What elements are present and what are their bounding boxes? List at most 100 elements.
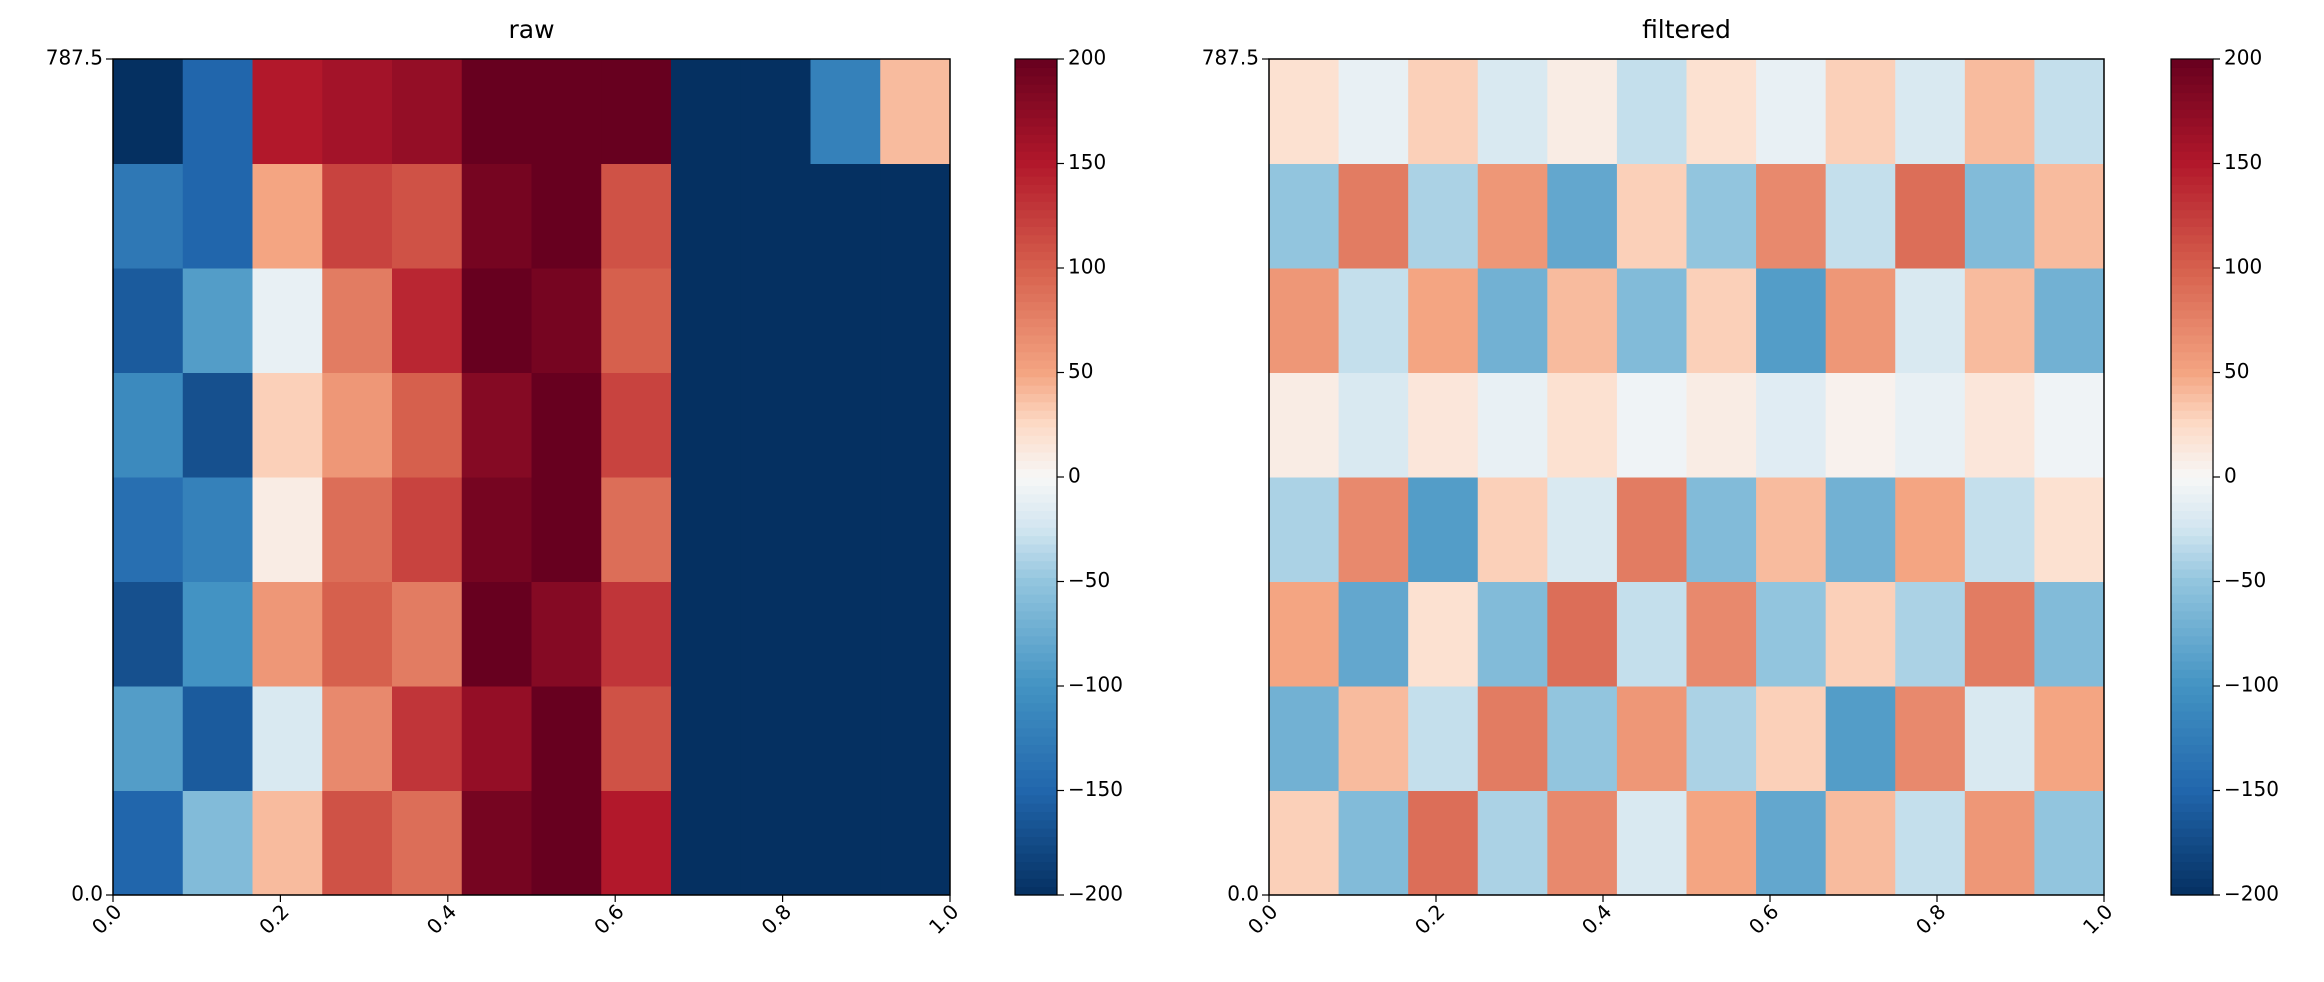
heatmap-cell bbox=[1895, 372, 1966, 478]
colorbar-segment bbox=[2171, 376, 2213, 386]
heatmap-cell bbox=[1547, 790, 1618, 896]
heatmap-cell bbox=[531, 163, 602, 269]
colorbar-segment bbox=[2171, 861, 2213, 871]
heatmap-cell bbox=[1686, 268, 1757, 373]
colorbar-segment bbox=[1015, 410, 1057, 420]
heatmap-cell bbox=[740, 581, 811, 687]
colorbar-segment bbox=[2171, 268, 2213, 277]
heatmap-cell bbox=[2034, 372, 2105, 478]
colorbar-segment bbox=[2171, 426, 2213, 436]
heatmap-cell bbox=[1547, 581, 1618, 687]
heatmap-cell bbox=[1756, 790, 1827, 896]
heatmap-cell bbox=[1686, 686, 1757, 791]
colorbar-segment bbox=[2171, 869, 2213, 879]
heatmap-cell bbox=[1408, 790, 1479, 896]
colorbar-segment bbox=[2171, 518, 2213, 528]
colorbar-segment bbox=[2171, 878, 2213, 888]
colorbar-segment bbox=[2171, 92, 2213, 102]
colorbar-segment bbox=[2171, 727, 2213, 737]
heatmap-cell bbox=[740, 790, 811, 896]
heatmap-cell bbox=[1756, 163, 1827, 269]
heatmap-cell bbox=[1269, 163, 1340, 269]
colorbar-segment bbox=[2171, 451, 2213, 461]
heatmap-cell bbox=[1269, 581, 1340, 687]
heatmap-cell bbox=[322, 59, 393, 164]
colorbar-segment bbox=[1015, 268, 1057, 277]
colorbar-segment bbox=[2171, 435, 2213, 445]
chart-title: raw bbox=[508, 15, 554, 44]
colorbar-segment bbox=[2171, 585, 2213, 595]
heatmap-cell bbox=[1825, 268, 1896, 373]
colorbar-segment bbox=[1015, 594, 1057, 603]
colorbar-segment bbox=[1015, 460, 1057, 470]
colorbar-segment bbox=[1015, 543, 1057, 553]
x-tick-label: 0.8 bbox=[1911, 899, 1950, 938]
colorbar-segment bbox=[1015, 652, 1057, 662]
colorbar-segment bbox=[2171, 635, 2213, 645]
heatmap-cell bbox=[1408, 59, 1479, 164]
colorbar-segment bbox=[1015, 869, 1057, 879]
colorbar-segment bbox=[2171, 176, 2213, 185]
colorbar-segment bbox=[1015, 359, 1057, 369]
colorbar-segment bbox=[2171, 443, 2213, 453]
colorbar-tick-label: −100 bbox=[1068, 673, 1123, 697]
colorbar-segment bbox=[2171, 293, 2213, 303]
heatmap-cell bbox=[1477, 477, 1548, 582]
colorbar-segment bbox=[1015, 209, 1057, 219]
colorbar-segment bbox=[1015, 686, 1057, 695]
colorbar-segment bbox=[2171, 468, 2213, 478]
colorbar-segment bbox=[2171, 552, 2213, 562]
heatmap-cell bbox=[182, 268, 253, 373]
colorbar-segment bbox=[2171, 744, 2213, 754]
colorbar-segment bbox=[1015, 518, 1057, 528]
heatmap-cell bbox=[1477, 790, 1548, 896]
heatmap-cell bbox=[880, 477, 951, 582]
colorbar-segment bbox=[2171, 209, 2213, 219]
colorbar-segment bbox=[2171, 836, 2213, 846]
heatmap-cell bbox=[1477, 372, 1548, 478]
colorbar-segment bbox=[2171, 226, 2213, 236]
colorbar-segment bbox=[1015, 886, 1057, 896]
colorbar-segment bbox=[1015, 226, 1057, 236]
heatmap-cell bbox=[392, 163, 463, 269]
colorbar-segment bbox=[1015, 811, 1057, 821]
colorbar-segment bbox=[2171, 234, 2213, 244]
heatmap-cell bbox=[113, 59, 184, 164]
colorbar-segment bbox=[1015, 426, 1057, 436]
colorbar-segment bbox=[1015, 351, 1057, 361]
heatmap-cell bbox=[880, 372, 951, 478]
colorbar-segment bbox=[2171, 401, 2213, 411]
heatmap-cell bbox=[322, 372, 393, 478]
colorbar-segment bbox=[1015, 318, 1057, 328]
heatmap-cell bbox=[252, 163, 323, 269]
colorbar-segment bbox=[1015, 309, 1057, 319]
heatmap-cell bbox=[1964, 790, 2035, 896]
colorbar-segment bbox=[2171, 493, 2213, 503]
heatmap-cell bbox=[1338, 268, 1409, 373]
heatmap-cell bbox=[252, 686, 323, 791]
colorbar-segment bbox=[2171, 84, 2213, 94]
colorbar-tick-label: 0 bbox=[2224, 464, 2237, 488]
colorbar-segment bbox=[2171, 67, 2213, 77]
heatmap-cell bbox=[2034, 163, 2105, 269]
colorbar-segment bbox=[2171, 853, 2213, 863]
heatmap-cell bbox=[1825, 59, 1896, 164]
colorbar-segment bbox=[2171, 610, 2213, 620]
colorbar-segment bbox=[1015, 59, 1057, 68]
heatmap-cell bbox=[531, 790, 602, 896]
colorbar-segment bbox=[1015, 217, 1057, 227]
colorbar-segment bbox=[2171, 686, 2213, 695]
colorbar-segment bbox=[1015, 669, 1057, 679]
heatmap-cell bbox=[880, 268, 951, 373]
heatmap-cell bbox=[740, 163, 811, 269]
heatmap-cell bbox=[880, 163, 951, 269]
colorbar-segment bbox=[2171, 644, 2213, 654]
heatmap-cell bbox=[740, 477, 811, 582]
heatmap-cell bbox=[601, 790, 672, 896]
heatmap-cell bbox=[1964, 372, 2035, 478]
heatmap-cell bbox=[1547, 372, 1618, 478]
colorbar-segment bbox=[2171, 510, 2213, 520]
heatmap-cell bbox=[1338, 581, 1409, 687]
colorbar-segment bbox=[2171, 125, 2213, 135]
colorbar-segment bbox=[1015, 711, 1057, 721]
